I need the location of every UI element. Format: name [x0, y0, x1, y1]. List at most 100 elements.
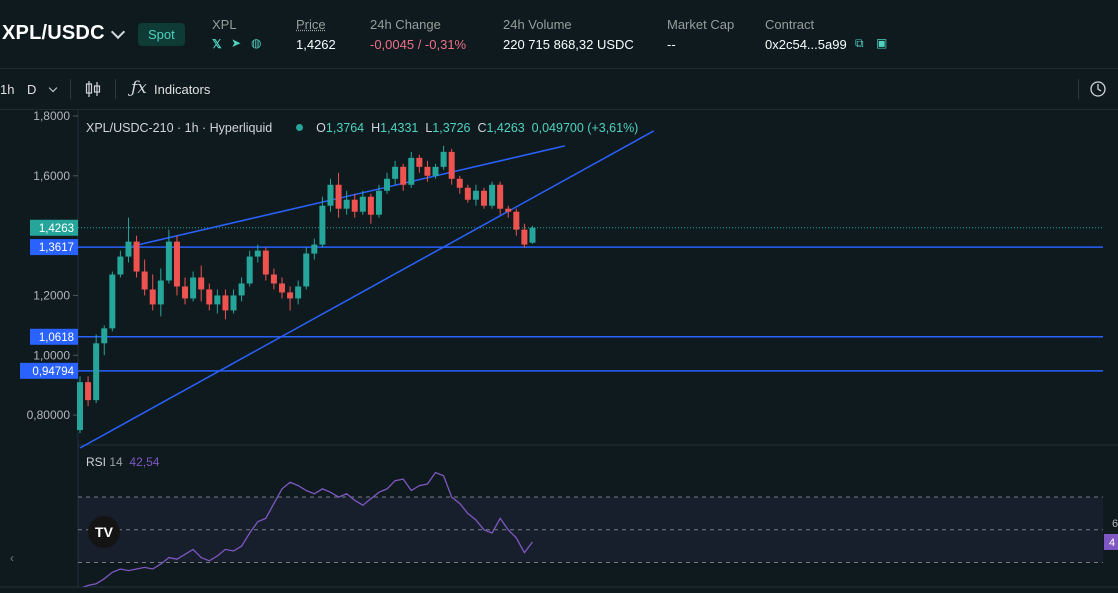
- price-chart[interactable]: 1,8000 1,6000 1,2000 1,0000 0,80000 26 12:00 27…: [0, 110, 1118, 593]
- external-link-icon[interactable]: ⧉: [855, 36, 864, 50]
- legend-symbol[interactable]: XPL/USDC-210 · 1h · Hyperliquid: [86, 121, 273, 135]
- candle: [279, 277, 285, 299]
- candle: [149, 274, 156, 311]
- copy-icon[interactable]: ▣: [876, 36, 888, 50]
- candle: [173, 235, 180, 296]
- candle: [489, 181, 496, 209]
- indicators-button[interactable]: Indicators: [154, 82, 211, 97]
- rsi-value: 42,54: [129, 455, 160, 469]
- candle-body: [497, 184, 504, 209]
- candle: [440, 145, 447, 170]
- rsi-value-tag: 4: [1109, 537, 1115, 549]
- candle-body: [214, 295, 221, 305]
- candle-body: [262, 250, 269, 275]
- price-tag: 1,4263: [30, 219, 78, 236]
- candle-body: [384, 178, 391, 191]
- chevron-down-icon[interactable]: [110, 24, 126, 40]
- x-tick-label: 12:00: [986, 591, 1016, 593]
- contract-value[interactable]: 0x2c54...5a99: [765, 37, 847, 52]
- volume-label: 24h Volume: [503, 17, 572, 32]
- candle-body: [190, 277, 197, 299]
- candle-body: [222, 295, 229, 311]
- price-tag-label: 1,3617: [39, 242, 74, 254]
- candle: [165, 229, 172, 284]
- candle: [254, 244, 261, 263]
- legend-o-label: O: [316, 121, 326, 135]
- candle: [392, 160, 399, 185]
- candle: [157, 268, 164, 317]
- candle-body: [343, 199, 350, 209]
- candle: [375, 184, 382, 218]
- candle-body: [481, 190, 487, 206]
- candle-body: [505, 208, 512, 212]
- candle-body: [165, 241, 172, 281]
- candlestick-type-icon[interactable]: [84, 80, 102, 98]
- candle: [505, 205, 512, 218]
- candle: [513, 208, 520, 236]
- rsi-name[interactable]: RSI: [86, 455, 107, 469]
- candle: [521, 223, 528, 248]
- price-tag-label: 1,4263: [39, 223, 74, 235]
- interval-1h-button[interactable]: 1h: [0, 82, 15, 97]
- y-tick-label: 1,6000: [33, 169, 70, 183]
- candle: [472, 184, 479, 206]
- candle-body: [85, 382, 92, 401]
- candle: [206, 283, 213, 311]
- candle: [400, 163, 407, 191]
- x-tick-label: 30: [897, 591, 911, 593]
- candle: [125, 217, 132, 263]
- chevron-down-icon[interactable]: [48, 83, 58, 93]
- chart-legend: XPL/USDC-210 · 1h · Hyperliquid O1,3764 …: [86, 121, 638, 135]
- candle-body: [440, 151, 447, 167]
- pair-selector[interactable]: XPL/USDC: [2, 22, 105, 44]
- candle: [287, 286, 294, 311]
- candle: [335, 172, 342, 218]
- tradingview-logo[interactable]: TV: [88, 516, 120, 548]
- candle-body: [303, 253, 310, 287]
- candle: [230, 289, 237, 314]
- candle: [456, 175, 463, 194]
- candle: [109, 271, 116, 332]
- price-tag-bg: [30, 328, 78, 345]
- candle-body: [408, 157, 415, 185]
- price-tag: 1,3617: [30, 239, 78, 256]
- candle-body: [246, 256, 253, 284]
- candle: [319, 196, 326, 248]
- candle: [246, 250, 253, 287]
- indicators-icon[interactable]: ƒx: [131, 78, 147, 98]
- price-tag-bg: [30, 219, 78, 236]
- candle-body: [117, 256, 124, 275]
- candle-body: [311, 244, 318, 254]
- legend-change: 0,049700 (+3,61%): [531, 121, 639, 135]
- screenshot-clock-icon[interactable]: [1089, 80, 1107, 98]
- contract-label: Contract: [765, 17, 815, 32]
- candle-body: [359, 196, 366, 212]
- spot-badge: Spot: [138, 23, 185, 46]
- candle-body: [513, 211, 520, 230]
- x-tick-label: 12:00: [210, 591, 240, 593]
- change-value: -0,0045 / -0,31%: [370, 37, 467, 52]
- y-tick-label: 1,0000: [33, 348, 70, 362]
- candle: [101, 325, 108, 356]
- candle: [295, 280, 302, 305]
- candle: [238, 277, 245, 302]
- toolbar-divider: [1078, 79, 1079, 99]
- collapse-left-icon: ‹: [10, 551, 14, 565]
- candle-body: [270, 274, 277, 284]
- volume-value: 220 715 868,32 USDC: [503, 37, 634, 52]
- globe-icon[interactable]: ◍: [251, 36, 262, 50]
- candle-body: [319, 205, 326, 245]
- candle: [77, 376, 83, 434]
- legend-c-label: C: [477, 121, 487, 135]
- candle: [198, 265, 205, 302]
- candle: [270, 268, 277, 290]
- rsi-period: 14: [109, 455, 123, 469]
- x-tick-label: 26: [122, 591, 136, 593]
- mcap-value: --: [667, 37, 676, 52]
- legend-o-value: 1,3764: [325, 121, 365, 135]
- candle-body: [254, 250, 261, 257]
- x-tick-label: 28: [510, 591, 524, 593]
- x-social-icon[interactable]: 𝕏: [212, 37, 222, 51]
- interval-d-button[interactable]: D: [27, 82, 37, 97]
- telegram-icon[interactable]: ➤: [231, 36, 242, 50]
